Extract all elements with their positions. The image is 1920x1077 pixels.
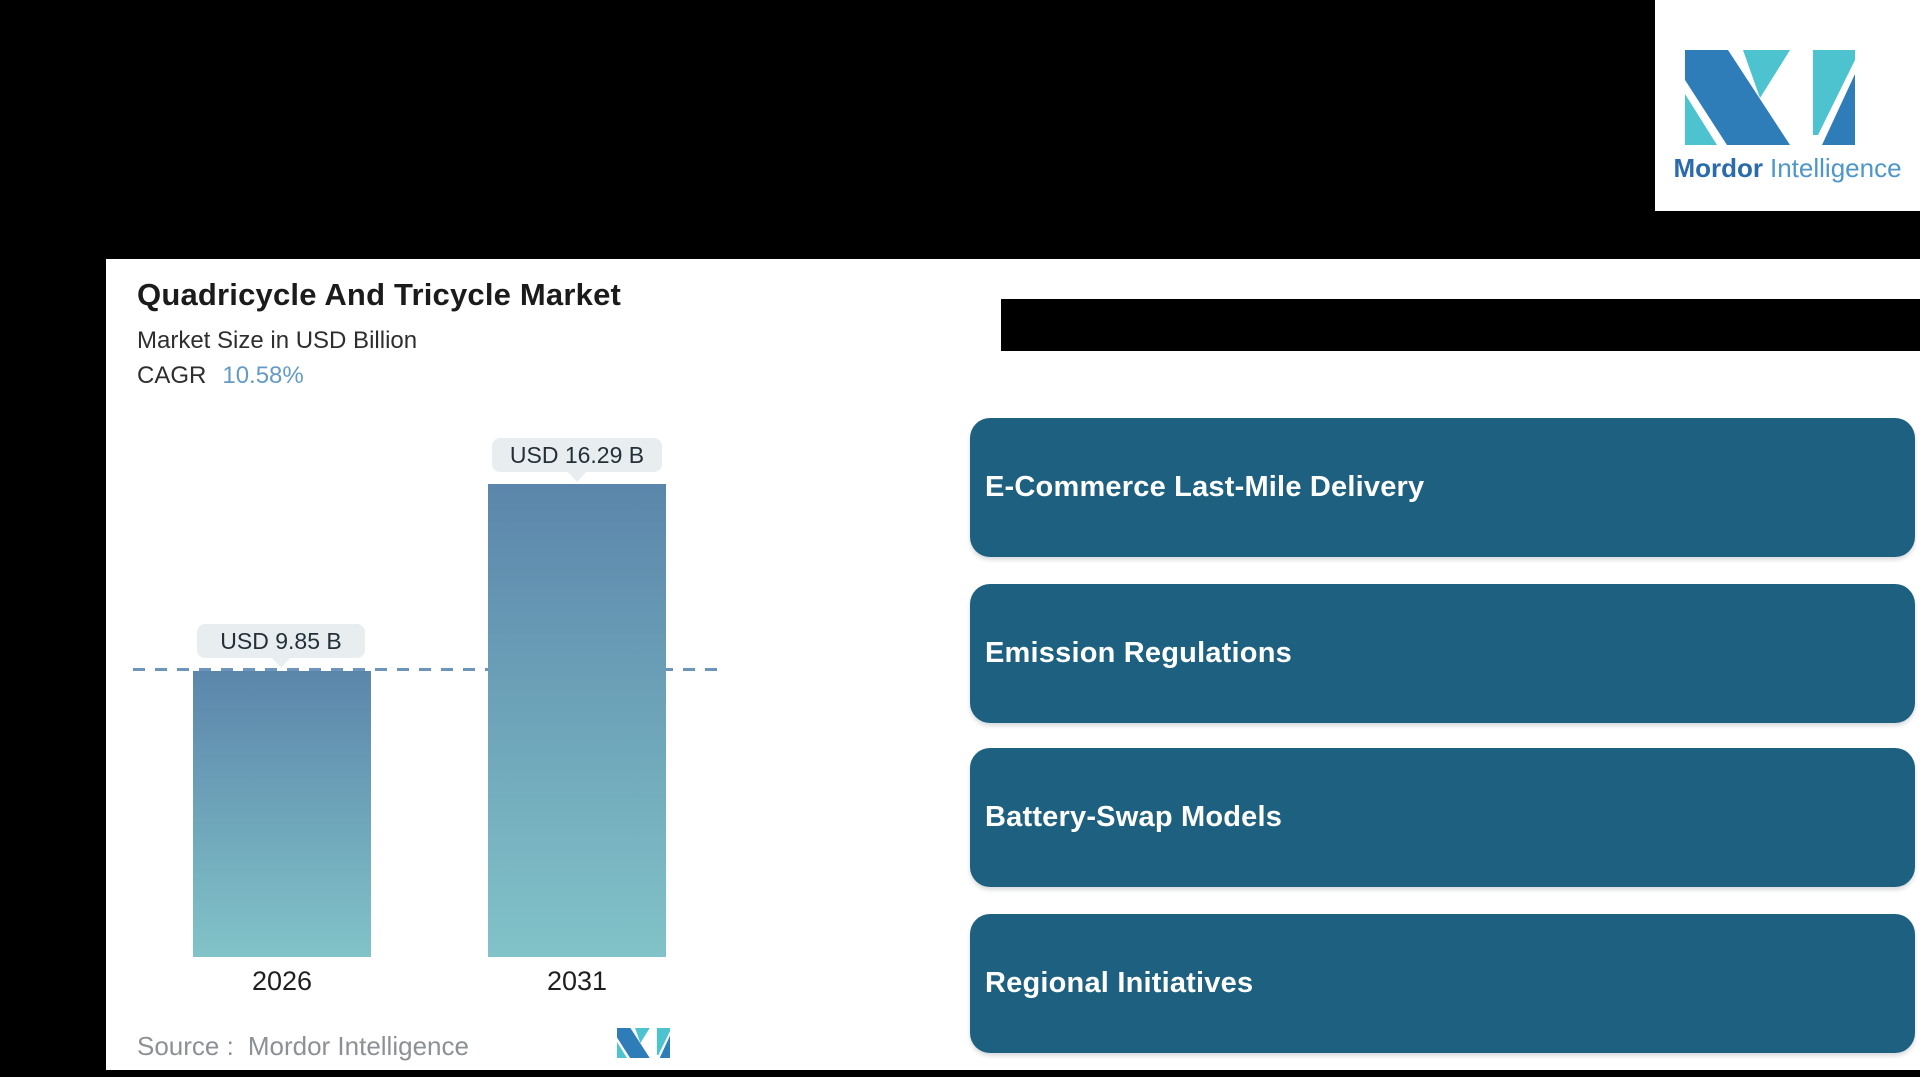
bar-2026 [193,671,371,957]
chart-subtitle: Market Size in USD Billion [137,327,418,354]
source-row: Source : Mordor Intelligence [137,1031,469,1062]
driver-tile-regional-initiatives[interactable]: Regional Initiatives [970,914,1915,1053]
chart-title: Quadricycle And Tricycle Market [137,277,622,312]
redacted-header-bar [1001,299,1920,351]
bar-2031 [488,484,666,957]
driver-tile-label: Emission Regulations [985,637,1292,669]
source-value: Mordor Intelligence [247,1031,469,1061]
driver-tile-emission-regulations[interactable]: Emission Regulations [970,584,1915,723]
label-pointer-icon [271,657,291,668]
cagr-label: CAGR [137,362,207,389]
label-pointer-icon [567,471,587,482]
brand-name-light: Intelligence [1770,153,1902,183]
brand-logo-box: Mordor Intelligence [1655,0,1920,211]
driver-tile-ecommerce-last-mile-delivery[interactable]: E-Commerce Last-Mile Delivery [970,418,1915,557]
source-label: Source : [137,1031,234,1061]
cagr-value: 10.58% [222,362,304,389]
x-axis-label-2031: 2031 [546,966,608,996]
x-axis-label-2026: 2026 [251,966,313,996]
driver-tile-label: E-Commerce Last-Mile Delivery [985,471,1425,503]
mordor-intelligence-logo-icon [1685,50,1855,145]
driver-tile-label: Battery-Swap Models [985,801,1283,833]
cagr-row: CAGR 10.58% [137,362,304,390]
reference-dashed-line [133,668,727,671]
driver-tile-label: Regional Initiatives [985,967,1254,999]
brand-name-bold: Mordor [1673,153,1763,183]
mordor-intelligence-logo-icon-small [617,1028,670,1058]
driver-tile-battery-swap-models[interactable]: Battery-Swap Models [970,748,1915,887]
value-label-2031: USD 16.29 B [492,438,662,482]
value-label-2031-text: USD 16.29 B [509,441,645,468]
brand-wordmark: Mordor Intelligence [1655,153,1920,184]
value-label-2026: USD 9.85 B [197,624,365,668]
value-label-2026-text: USD 9.85 B [220,627,342,654]
